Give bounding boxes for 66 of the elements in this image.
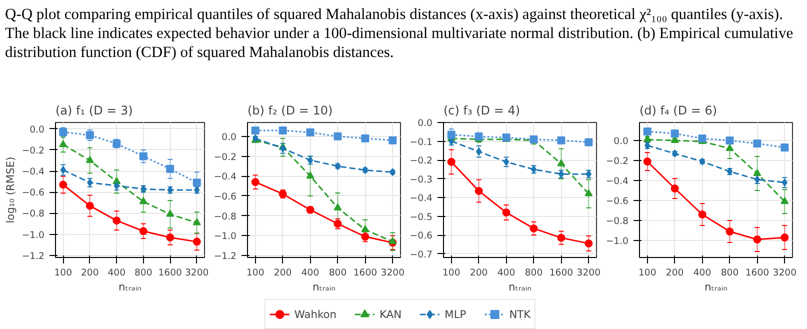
text: Q-Q plot comparing empirical quantiles of squared Mahalanobis distances (x-axis) against theoretical χ²₁₀₀ quantiles (y-axis). The black line indicates expected behavior under a 100-dimensional multivariate normal distribution. (b) Empirical cumulative distribution function (CDF) of squared Mahalanobis distances. [5, 5, 794, 62]
x-tick-label: 3200 [380, 268, 405, 278]
y-tick-label: 0.0 [30, 124, 45, 136]
x-tick-label: 200 [80, 268, 99, 278]
x-tick-label: 100 [54, 268, 72, 278]
x-tick-label: 1600 [353, 268, 378, 278]
x-tick-label: 200 [666, 268, 684, 278]
chart-title: (d) f₄ (D = 6) [640, 104, 718, 118]
y-tick-label: −1.2 [22, 250, 45, 262]
chart-title: (c) f₃ (D = 4) [444, 104, 520, 118]
x-axis-title: nₜᵣₐᵢₙ [508, 280, 532, 294]
legend-label: MLP [444, 308, 466, 320]
x-tick-label: 400 [108, 268, 126, 278]
x-tick-label: 800 [328, 268, 347, 278]
y-tick-label: −0.2 [22, 145, 45, 156]
y-tick-label: 0.0 [222, 132, 237, 143]
x-tick-label: 100 [442, 268, 460, 278]
x-tick-label: 400 [497, 268, 516, 278]
x-tick-label: 200 [470, 268, 488, 278]
y-tick-label: −1.2 [214, 251, 237, 262]
x-axis-title: nₜᵣₐᵢₙ [312, 280, 336, 294]
y-tick-label: −0.6 [22, 188, 45, 199]
x-tick-label: 200 [274, 268, 292, 278]
y-tick-label: −0.6 [606, 196, 629, 207]
x-tick-label: 400 [693, 268, 712, 278]
x-tick-label: 800 [524, 268, 543, 278]
x-axis-title: nₜᵣₐᵢₙ [118, 280, 142, 294]
y-tick-label: −0.2 [606, 156, 629, 167]
x-tick-label: 100 [638, 268, 656, 278]
y-tick-label: −0.1 [410, 136, 433, 148]
x-tick-label: 3200 [185, 268, 209, 278]
y-tick-label: −0.8 [214, 211, 237, 222]
y-tick-label: −0.4 [606, 176, 629, 187]
y-axis-title: log₁₀ (RMSE) [4, 156, 17, 224]
y-tick-label: −0.7 [410, 249, 433, 260]
x-tick-label: 3200 [772, 268, 797, 278]
x-tick-label: 3200 [576, 268, 601, 278]
y-tick-label: −0.4 [22, 166, 45, 178]
legend-label: KAN [380, 308, 402, 320]
chart-title: (b) f₂ (D = 10) [248, 104, 333, 118]
y-tick-label: −0.2 [410, 156, 433, 166]
x-tick-label: 800 [720, 268, 739, 278]
y-tick-label: 0.0 [418, 118, 433, 129]
y-tick-label: −0.8 [22, 208, 45, 220]
x-tick-label: 100 [246, 268, 264, 278]
y-tick-label: −0.5 [410, 212, 433, 223]
y-tick-label: −0.3 [410, 174, 433, 186]
y-tick-label: −1.0 [22, 230, 45, 241]
x-tick-label: 800 [134, 268, 152, 278]
y-tick-label: −1.0 [606, 236, 629, 247]
y-tick-label: −0.4 [410, 193, 433, 204]
x-tick-label: 1600 [745, 268, 770, 278]
x-axis-title: nₜᵣₐᵢₙ [704, 280, 728, 294]
y-tick-label: −0.2 [214, 152, 237, 163]
y-tick-label: −0.4 [214, 172, 237, 183]
x-tick-label: 1600 [549, 268, 574, 278]
y-tick-label: −0.6 [410, 230, 433, 242]
legend-label: Wahkon [294, 308, 337, 320]
legend-label: NTK [509, 308, 531, 320]
y-tick-label: −0.8 [606, 216, 629, 227]
chart-title: (a) f₁ (D = 3) [56, 104, 133, 118]
x-tick-label: 1600 [158, 268, 182, 278]
y-tick-label: −1.0 [214, 231, 237, 242]
y-tick-label: −0.6 [214, 191, 237, 202]
x-tick-label: 400 [301, 268, 320, 278]
y-tick-label: 0.0 [614, 136, 629, 147]
